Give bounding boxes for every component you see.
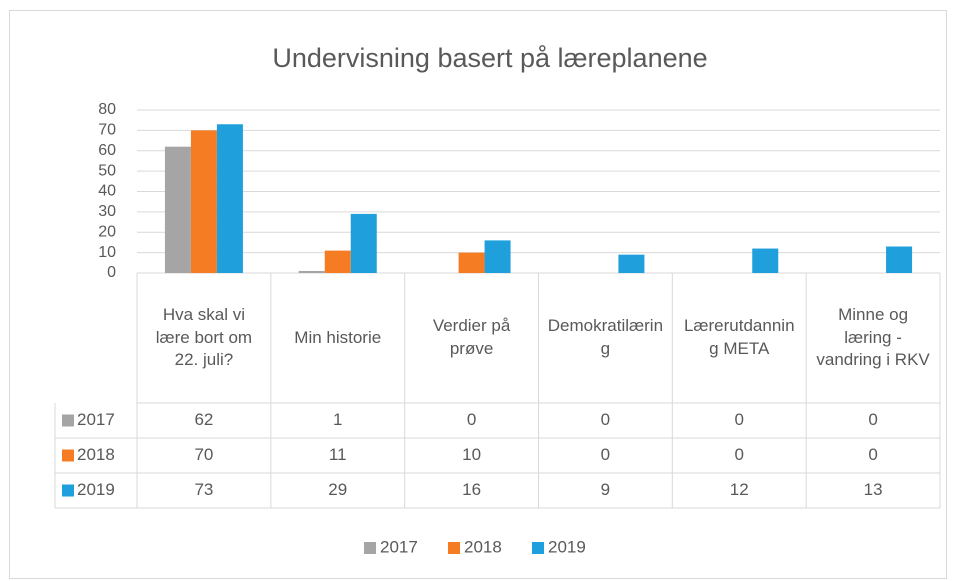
legend-key — [448, 542, 460, 554]
table-value: 13 — [864, 480, 883, 499]
y-tick-label: 50 — [98, 162, 116, 179]
table-value: 1 — [333, 410, 342, 429]
bar — [752, 248, 779, 273]
table-series-name: 2018 — [77, 445, 115, 464]
legend-key — [364, 542, 376, 554]
category-cell: Lærerutdanning META — [683, 316, 795, 358]
table-value: 70 — [194, 445, 213, 464]
x-tick-label: Min historie — [294, 327, 382, 347]
x-tick-label: Hva skal vi lære bort om 22. juli? — [155, 304, 253, 370]
bar — [298, 270, 325, 273]
bar — [458, 252, 485, 273]
table-value: 0 — [601, 410, 610, 429]
table-value: 10 — [462, 445, 481, 464]
table-value: 0 — [868, 445, 877, 464]
category-cell: Minne og læring - vandring i RKV — [816, 304, 930, 370]
legend-label: 2017 — [380, 537, 418, 556]
table-value: 0 — [868, 410, 877, 429]
category-cell: Verdier på prøve — [432, 316, 511, 358]
table-value: 11 — [329, 445, 347, 464]
bar — [324, 250, 351, 273]
table-value: 0 — [735, 410, 744, 429]
bar — [216, 124, 243, 273]
bar — [164, 146, 191, 273]
legend-key — [532, 542, 544, 554]
y-tick-label: 80 — [98, 101, 116, 118]
table-value: 12 — [730, 480, 749, 499]
y-tick-label: 60 — [98, 142, 116, 159]
legend-label: 2018 — [464, 537, 502, 556]
table-value: 0 — [467, 410, 476, 429]
table-legend-key — [62, 449, 74, 462]
bar — [886, 246, 913, 273]
x-tick-label: Verdier på prøve — [432, 316, 511, 358]
table-value: 0 — [735, 445, 744, 464]
chart-border — [9, 10, 947, 579]
table-legend-key — [62, 414, 74, 427]
category-cell: Min historie — [294, 327, 382, 347]
y-tick-label: 70 — [98, 122, 116, 139]
table-value: 73 — [194, 480, 213, 499]
table-value: 62 — [194, 410, 213, 429]
category-cell: Hva skal vi lære bort om 22. juli? — [155, 304, 253, 370]
y-tick-label: 10 — [98, 244, 116, 261]
x-tick-label: Lærerutdanning META — [683, 316, 795, 358]
bar — [618, 254, 645, 273]
bar — [190, 130, 217, 273]
bar — [350, 213, 377, 273]
x-tick-label: Minne og læring - vandring i RKV — [816, 304, 930, 370]
y-tick-label: 0 — [107, 264, 116, 281]
y-tick-label: 20 — [98, 223, 116, 240]
category-cell: Demokratilæring — [547, 316, 664, 358]
table-value: 0 — [601, 445, 610, 464]
table-series-name: 2019 — [77, 480, 115, 499]
table-value: 9 — [601, 480, 610, 499]
y-tick-label: 40 — [98, 183, 116, 200]
table-value: 16 — [462, 480, 481, 499]
table-legend-key — [62, 484, 74, 497]
y-tick-label: 30 — [98, 203, 116, 220]
x-tick-label: Demokratilæring — [547, 316, 664, 358]
bar — [484, 240, 511, 273]
legend-label: 2019 — [548, 537, 586, 556]
table-series-name: 2017 — [77, 410, 115, 429]
chart-title: Undervisning basert på læreplanene — [272, 43, 707, 73]
table-value: 29 — [328, 480, 347, 499]
